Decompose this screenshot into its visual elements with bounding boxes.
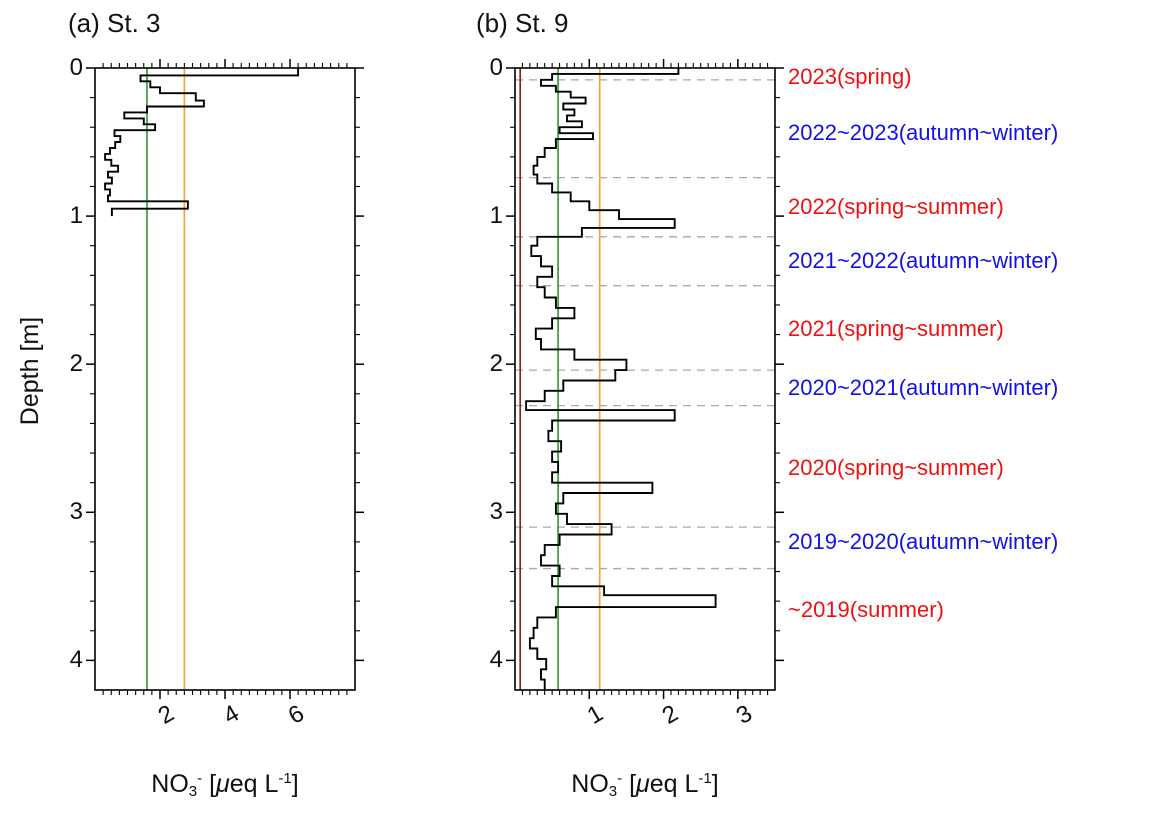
xlabel-close-bracket: ] <box>291 770 299 798</box>
xlabel-subscript: 3 <box>188 782 198 800</box>
xlabel-base: NO <box>571 770 609 798</box>
layer-label: 2020(spring~summer) <box>788 454 1004 480</box>
y-tick-label: 3 <box>489 498 503 526</box>
xlabel-close-bracket: ] <box>711 770 719 798</box>
panel-a-x-axis-label: NO3- [μeq L-1] <box>95 770 355 800</box>
layer-label: 2022(spring~summer) <box>788 194 1004 220</box>
panel-b-x-axis-label: NO3- [μeq L-1] <box>515 770 775 800</box>
xlabel-mu: μ <box>216 770 230 798</box>
profile-line-b <box>525 68 717 690</box>
xlabel-exponent: -1 <box>698 770 712 787</box>
panel-a-title: (a) St. 3 <box>68 8 161 38</box>
xlabel-unit: eq L <box>649 770 699 798</box>
xlabel-unit: eq L <box>229 770 279 798</box>
y-tick-label: 1 <box>489 202 503 230</box>
plot-frame-a <box>94 67 356 691</box>
layer-label: 2021(spring~summer) <box>788 315 1004 341</box>
profile-line-a <box>104 68 300 217</box>
y-tick-label: 4 <box>489 646 503 674</box>
xlabel-mu: μ <box>636 770 650 798</box>
xlabel-subscript: 3 <box>608 782 618 800</box>
xlabel-open-bracket: [ <box>202 770 217 798</box>
xlabel-superscript: - <box>197 770 203 787</box>
y-tick-label: 4 <box>69 646 83 674</box>
plot-frame-b <box>514 67 776 691</box>
xlabel-base: NO <box>151 770 189 798</box>
layer-label: 2023(spring) <box>788 63 912 89</box>
xlabel-superscript: - <box>617 770 623 787</box>
y-axis-label: Depth [m] <box>16 316 44 426</box>
y-tick-label: 2 <box>69 350 83 378</box>
y-tick-label: 2 <box>489 350 503 378</box>
layer-label: 2020~2021(autumn~winter) <box>788 374 1059 400</box>
y-tick-label: 0 <box>489 54 503 81</box>
layer-label: 2019~2020(autumn~winter) <box>788 528 1059 554</box>
layer-label: 2021~2022(autumn~winter) <box>788 247 1059 273</box>
xlabel-open-bracket: [ <box>622 770 637 798</box>
layer-label: ~2019(summer) <box>788 597 944 623</box>
y-tick-label: 0 <box>69 54 83 81</box>
y-tick-label: 1 <box>69 202 83 230</box>
panel-b-title: (b) St. 9 <box>476 8 569 38</box>
y-tick-label: 3 <box>69 498 83 526</box>
xlabel-exponent: -1 <box>278 770 292 787</box>
layer-label: 2022~2023(autumn~winter) <box>788 120 1059 146</box>
